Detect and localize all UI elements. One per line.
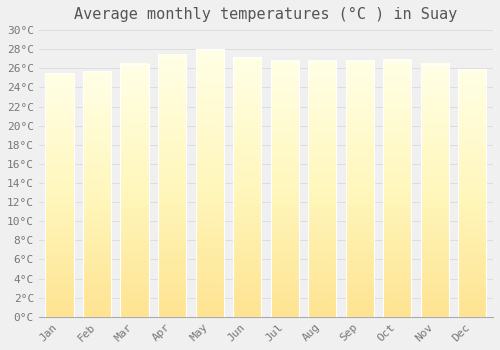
Bar bbox=[421, 63, 449, 317]
Bar bbox=[270, 61, 299, 317]
Bar bbox=[233, 57, 261, 317]
Bar bbox=[120, 63, 148, 317]
Bar bbox=[346, 61, 374, 317]
Bar bbox=[196, 49, 224, 317]
Bar bbox=[46, 73, 74, 317]
Bar bbox=[458, 69, 486, 317]
Bar bbox=[83, 71, 111, 317]
Bar bbox=[383, 60, 412, 317]
Bar bbox=[308, 61, 336, 317]
Bar bbox=[158, 54, 186, 317]
Title: Average monthly temperatures (°C ) in Suay: Average monthly temperatures (°C ) in Su… bbox=[74, 7, 458, 22]
